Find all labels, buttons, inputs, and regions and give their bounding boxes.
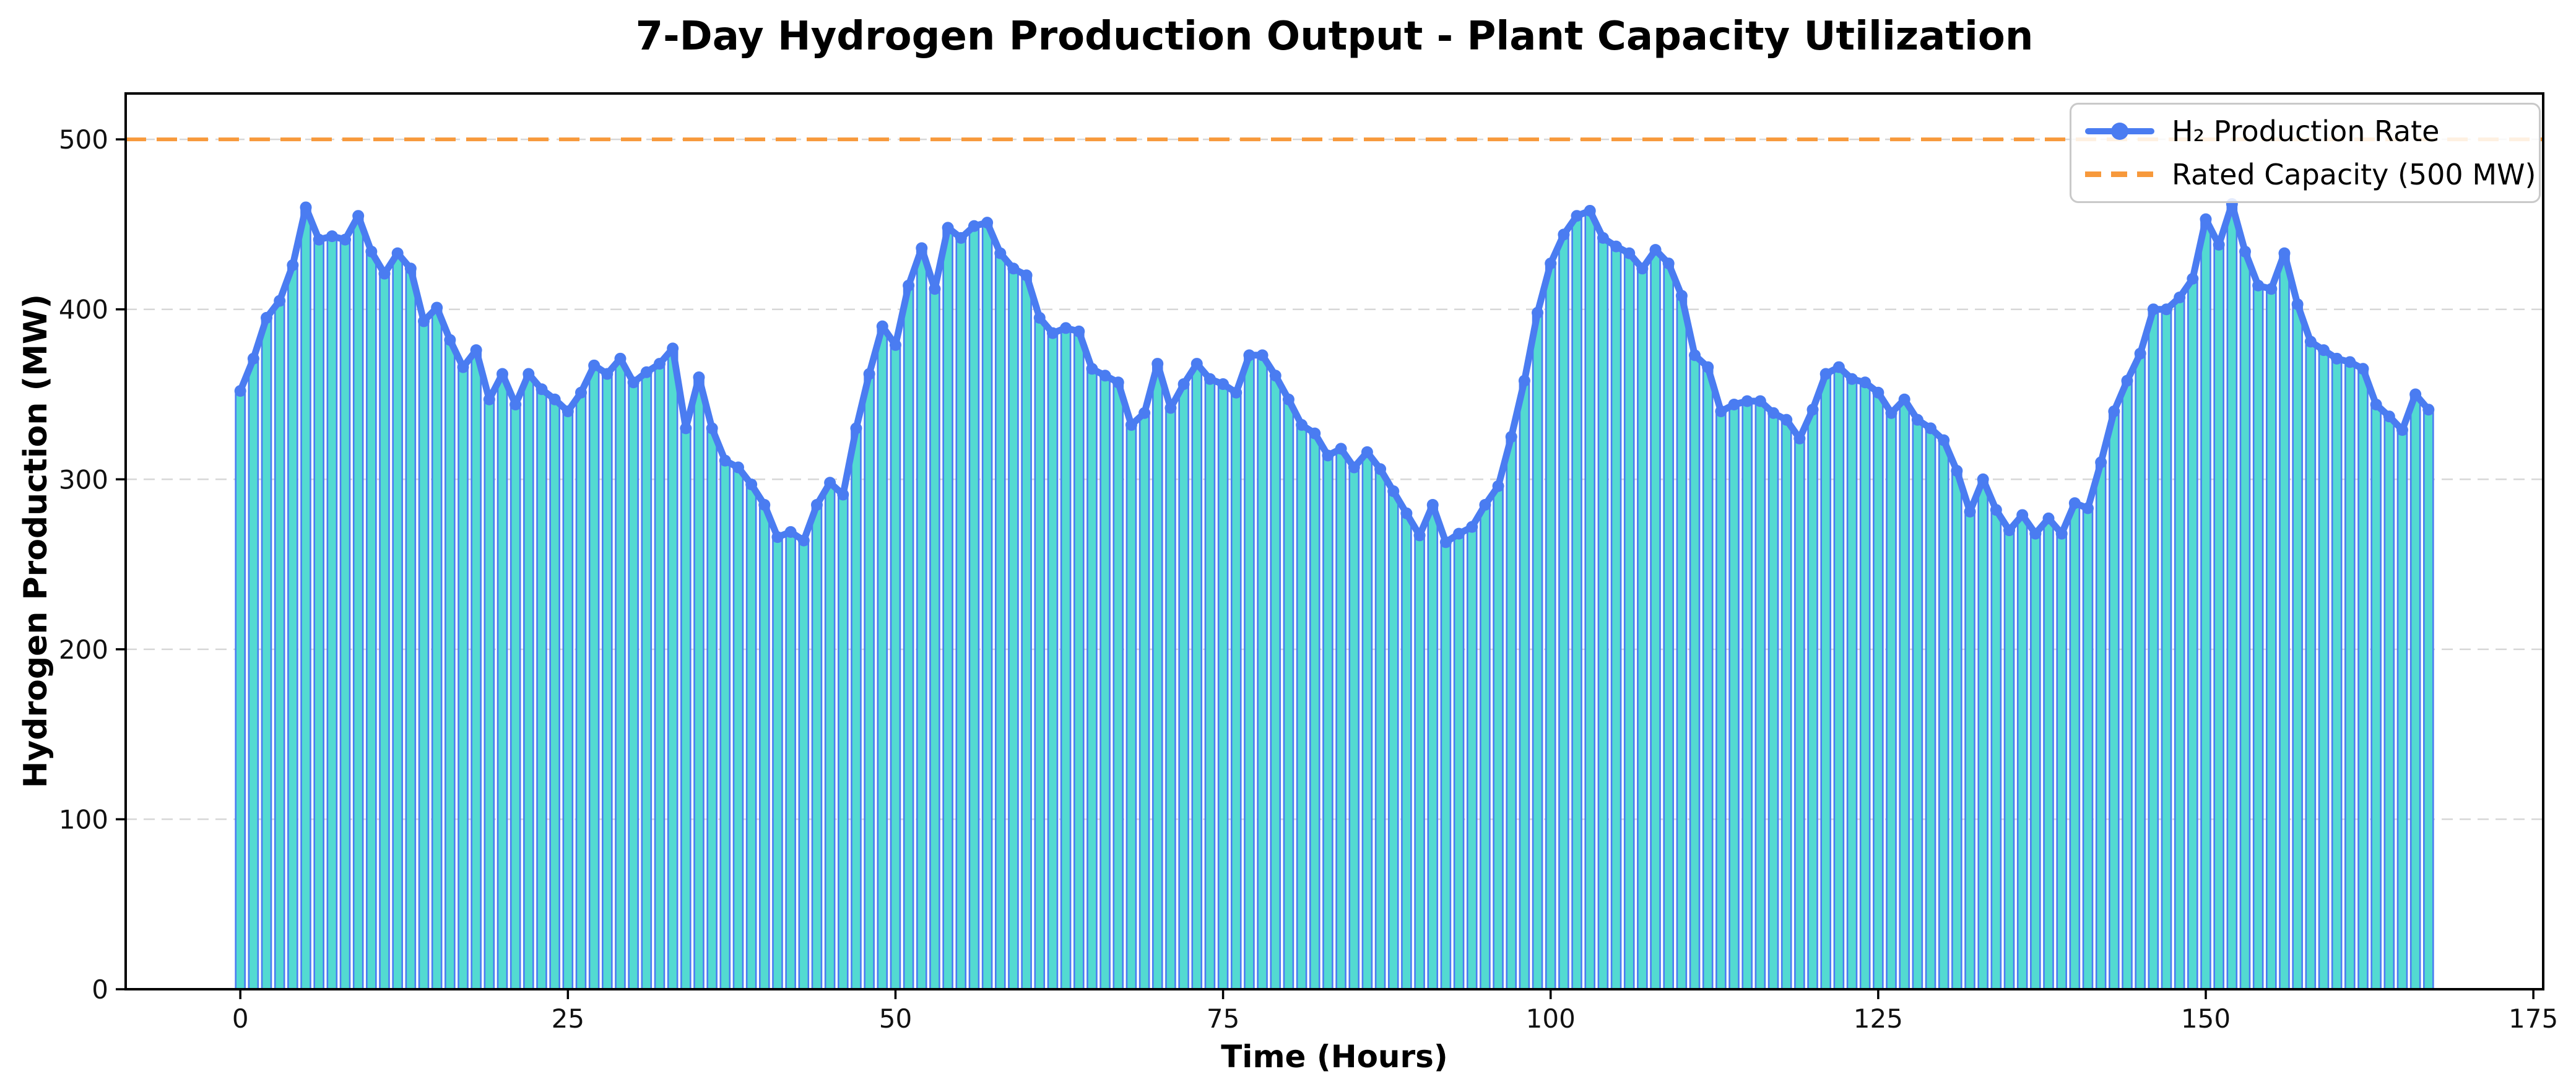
- svg-text:100: 100: [1526, 1003, 1576, 1034]
- capacity-dashed-sample-icon: [2085, 171, 2154, 178]
- svg-text:125: 125: [1854, 1003, 1903, 1034]
- plot-spines: [124, 92, 2544, 990]
- svg-text:100: 100: [59, 804, 108, 834]
- svg-text:0: 0: [232, 1003, 249, 1034]
- svg-text:0: 0: [92, 974, 108, 1005]
- svg-text:200: 200: [59, 635, 108, 665]
- x-axis-label: Time (Hours): [1221, 1039, 1448, 1075]
- legend-label-capacity: Rated Capacity (500 MW): [2172, 157, 2536, 191]
- legend: H₂ Production Rate Rated Capacity (500 M…: [2070, 103, 2541, 203]
- legend-item-capacity: Rated Capacity (500 MW): [2071, 155, 2539, 194]
- x-tick-labels: 0 25 50 75 100 125 150 175: [232, 989, 2558, 1034]
- y-tick-labels: 0 100 200 300 400 500: [59, 124, 126, 1005]
- production-line-sample-icon: [2085, 123, 2154, 141]
- legend-label-production: H₂ Production Rate: [2172, 115, 2440, 149]
- svg-text:50: 50: [879, 1003, 912, 1034]
- svg-text:300: 300: [59, 464, 108, 495]
- svg-text:75: 75: [1207, 1003, 1239, 1034]
- svg-text:150: 150: [2181, 1003, 2231, 1034]
- production-markers: [234, 197, 2435, 548]
- svg-text:400: 400: [59, 295, 108, 325]
- svg-text:500: 500: [59, 124, 108, 155]
- legend-item-production: H₂ Production Rate: [2071, 111, 2539, 151]
- chart-title: 7-Day Hydrogen Production Output - Plant…: [635, 14, 2034, 59]
- svg-text:175: 175: [2509, 1003, 2558, 1034]
- svg-text:25: 25: [552, 1003, 584, 1034]
- stem-bars: [235, 203, 2434, 990]
